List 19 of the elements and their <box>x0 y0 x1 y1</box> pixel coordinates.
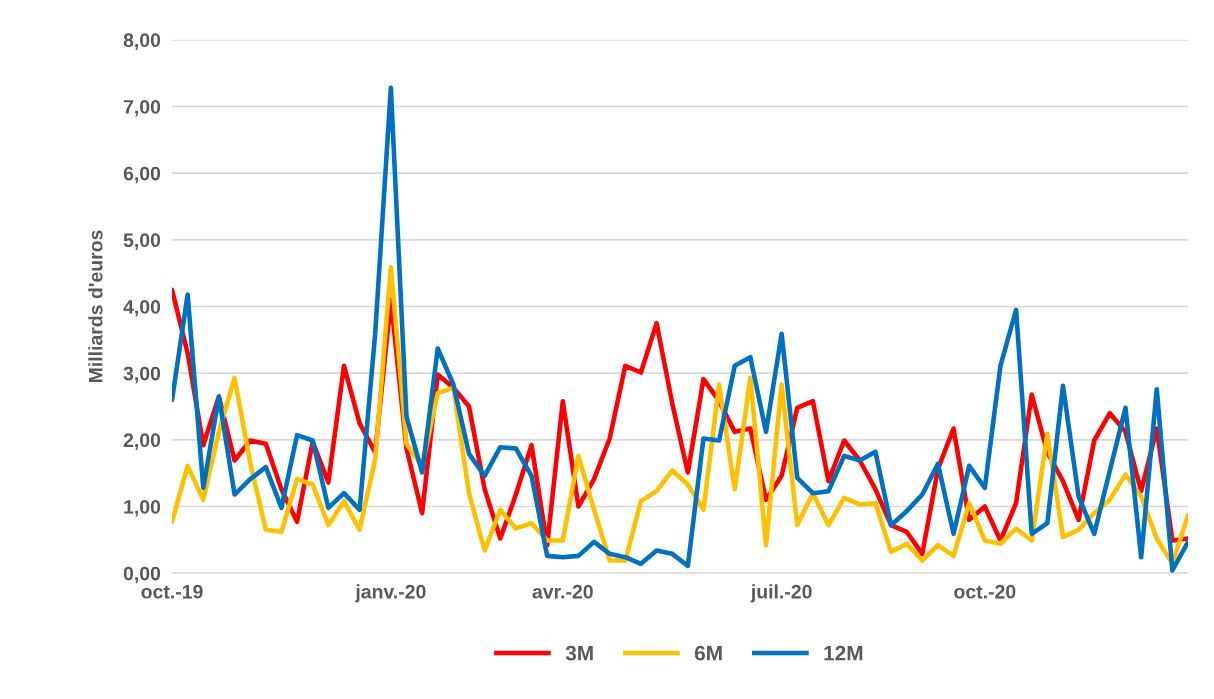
legend-label: 6M <box>694 645 722 661</box>
legend-label: 3M <box>565 645 593 661</box>
y-tick-label: 0,00 <box>123 566 161 584</box>
y-tick-label: 6,00 <box>123 166 161 184</box>
y-tick-label: 8,00 <box>123 33 161 50</box>
x-tick-label: oct.-19 <box>141 584 203 599</box>
y-tick-label: 2,00 <box>123 433 161 450</box>
y-tick-label: 7,00 <box>123 99 161 117</box>
x-tick-label: janv.-20 <box>355 584 426 603</box>
y-tick-label: 3,00 <box>123 366 161 384</box>
y-axis-title: Milliards d'euros <box>88 230 103 383</box>
x-tick-label: juil.-20 <box>750 584 812 603</box>
y-tick-label: 4,00 <box>123 299 161 317</box>
line-series <box>172 85 1189 573</box>
y-tick-label: 5,00 <box>123 233 161 250</box>
legend-label: 12M <box>824 645 863 661</box>
x-tick-label: oct.-20 <box>954 584 1016 599</box>
x-tick-label: avr.-20 <box>532 584 593 599</box>
y-tick-label: 1,00 <box>124 499 161 517</box>
